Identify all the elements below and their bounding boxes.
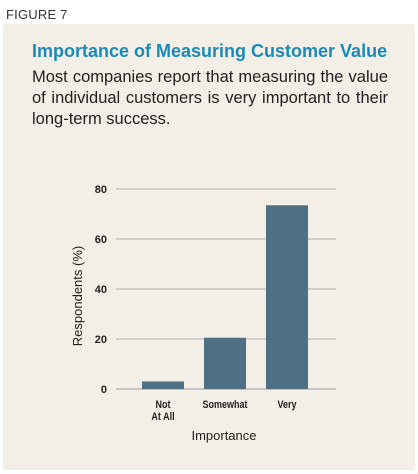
bar-not-at-all: [142, 381, 184, 389]
y-tick-label: 40: [95, 284, 107, 296]
x-tick-labels: Not At All Somewhat Very: [151, 399, 296, 423]
y-tick-label: 80: [95, 184, 107, 196]
chart-subtitle: Most companies report that measuring the…: [32, 68, 388, 128]
figure-label: FIGURE 7: [6, 7, 68, 22]
y-tick-labels: 0 20 40 60 80: [95, 184, 107, 396]
y-tick-label: 60: [95, 234, 107, 246]
x-axis-label: Importance: [191, 428, 256, 443]
y-tick-label: 20: [95, 334, 107, 346]
bar-very: [266, 205, 308, 389]
bars: [142, 205, 308, 389]
chart-title: Importance of Measuring Customer Value: [32, 41, 388, 61]
bar-somewhat: [204, 337, 246, 389]
x-tick-label: Somewhat: [202, 399, 248, 411]
x-tick-label: Not At All: [151, 399, 174, 423]
y-axis-label: Respondents (%): [70, 246, 85, 346]
x-tick-label: Very: [277, 399, 296, 411]
figure-panel: [3, 24, 415, 470]
y-tick-label: 0: [101, 384, 107, 396]
